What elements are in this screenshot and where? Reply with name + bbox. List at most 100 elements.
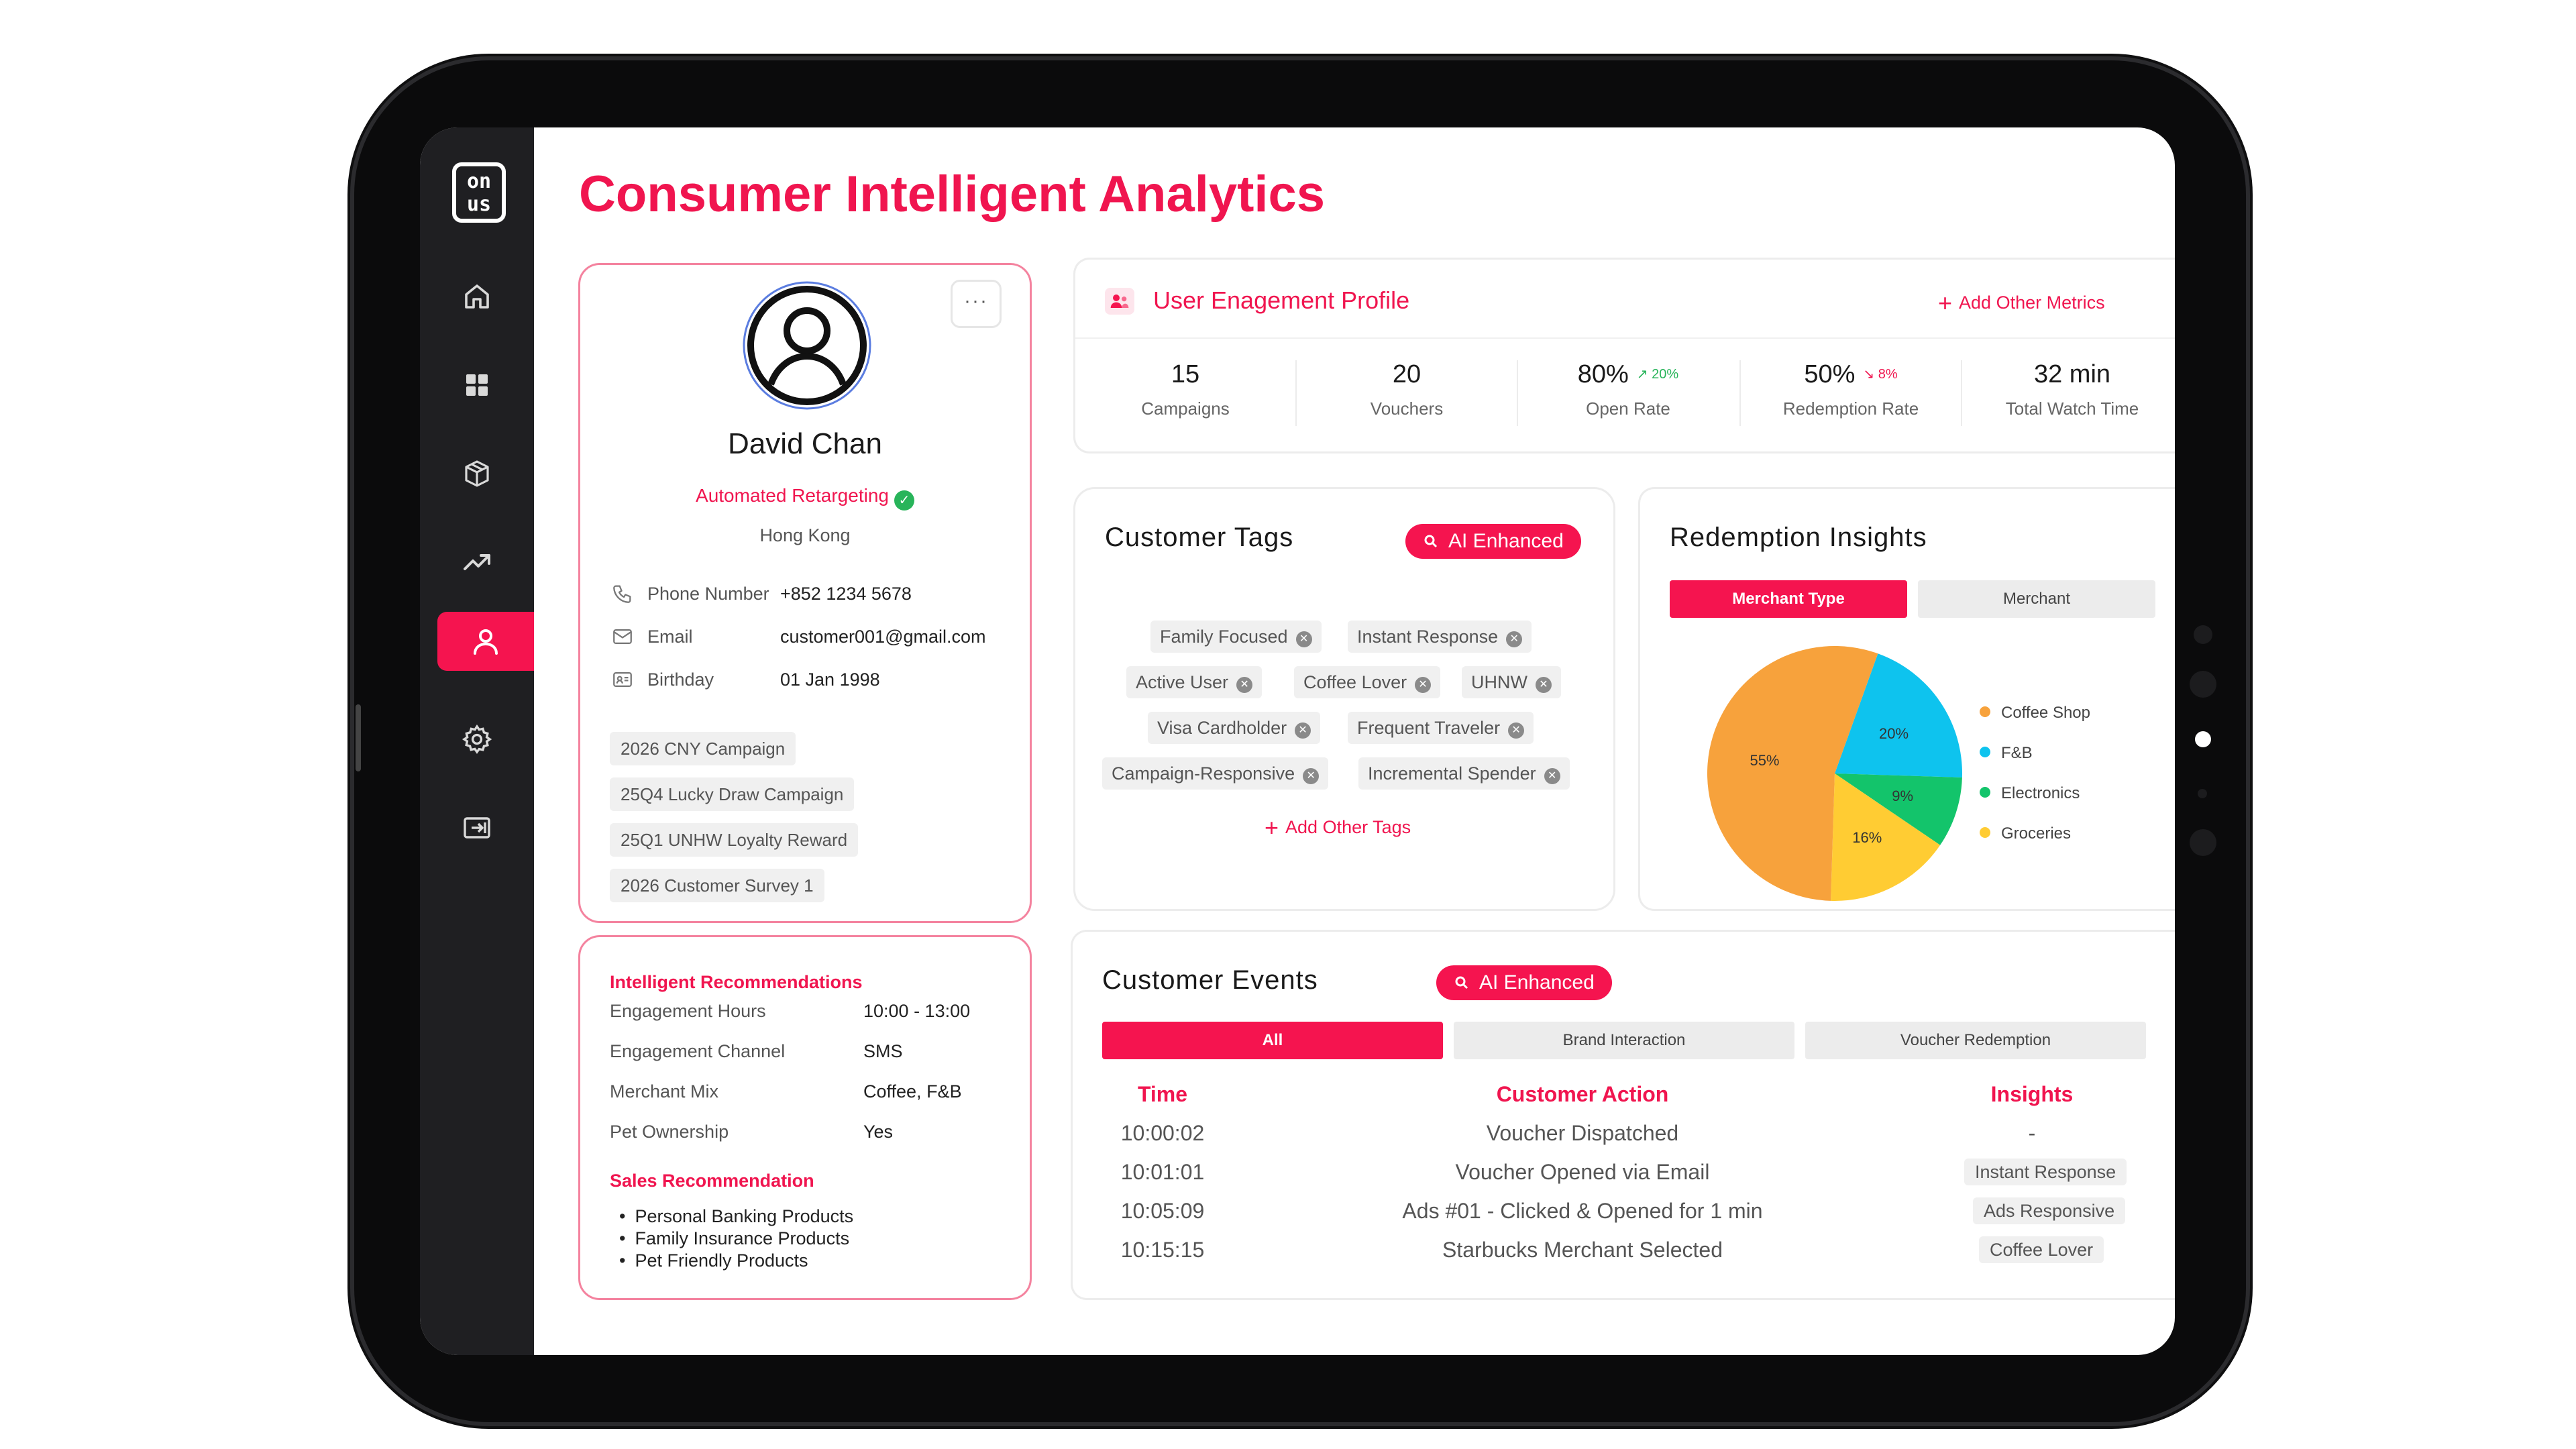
legend-swatch: [1980, 827, 1990, 838]
legend-label: F&B: [2001, 744, 2033, 762]
legend-item: Electronics: [1980, 784, 2080, 803]
event-insight: Ads Responsive: [1973, 1197, 2126, 1224]
metric-value: 80%: [1577, 360, 1629, 388]
campaign-tag[interactable]: 2026 CNY Campaign: [610, 732, 796, 765]
customer-tag[interactable]: Visa Cardholder ✕: [1148, 712, 1321, 744]
redemption-title: Redemption Insights: [1670, 523, 1927, 552]
profile-name: David Chan: [728, 427, 882, 460]
column-header-time: Time: [1137, 1082, 1188, 1106]
ai-enhanced-badge[interactable]: AI Enhanced: [1436, 965, 1612, 1000]
customer-tag[interactable]: Instant Response ✕: [1348, 621, 1532, 653]
sidebar-item-users[interactable]: [437, 612, 534, 671]
metric-campaigns: 15 Campaigns: [1075, 360, 1295, 419]
column-header-action: Customer Action: [1496, 1082, 1669, 1106]
close-icon[interactable]: ✕: [1415, 677, 1432, 693]
customer-tag[interactable]: Family Focused ✕: [1150, 621, 1322, 653]
engagement-card: User Enagement Profile + Add Other Metric…: [1073, 258, 2175, 453]
customer-tag[interactable]: Incremental Spender ✕: [1358, 757, 1570, 790]
metric-watch-time: 32 min Total Watch Time: [1962, 360, 2175, 419]
close-icon[interactable]: ✕: [1295, 722, 1311, 739]
divider: [1739, 360, 1741, 426]
legend-swatch: [1980, 706, 1990, 717]
campaign-tag[interactable]: 2026 Customer Survey 1: [610, 869, 824, 902]
ai-badge-label: AI Enhanced: [1479, 971, 1595, 994]
legend-swatch: [1980, 747, 1990, 757]
event-action: Voucher Dispatched: [1486, 1121, 1679, 1145]
pie-label: 20%: [1879, 725, 1909, 742]
tab-merchant[interactable]: Merchant: [1918, 580, 2155, 618]
close-icon[interactable]: ✕: [1508, 722, 1525, 739]
tab-brand-interaction[interactable]: Brand Interaction: [1454, 1022, 1794, 1059]
campaign-tag[interactable]: 25Q4 Lucky Draw Campaign: [610, 777, 855, 811]
redemption-pie-chart: 20% 9% 16% 55%: [1707, 646, 1962, 901]
customer-events-card: Customer Events AI Enhanced All Brand In…: [1071, 930, 2175, 1300]
campaign-tag[interactable]: 25Q1 UNHW Loyalty Reward: [610, 823, 859, 857]
divider: [1517, 360, 1518, 426]
close-icon[interactable]: ✕: [1303, 768, 1320, 784]
recommendations-card: Intelligent Recommendations Engagement H…: [578, 935, 1032, 1300]
metric-label: Total Watch Time: [2005, 398, 2139, 419]
tag-label: Visa Cardholder: [1157, 718, 1287, 738]
close-icon[interactable]: ✕: [1236, 677, 1253, 693]
customer-tag[interactable]: UHNW ✕: [1462, 666, 1561, 698]
metric-label: Redemption Rate: [1782, 398, 1919, 419]
list-item: Pet Friendly Products: [619, 1250, 853, 1272]
check-icon: ✓: [894, 490, 914, 511]
pie-slice-groceries: [1831, 773, 1941, 901]
customer-tag[interactable]: Active User ✕: [1126, 666, 1263, 698]
tag-label: Instant Response: [1357, 627, 1499, 647]
metric-label: Campaigns: [1141, 398, 1230, 419]
sidebar-item-home[interactable]: [420, 267, 534, 326]
screen: on us Consumer Intelligent Analytics: [420, 127, 2175, 1355]
sidebar-item-analytics[interactable]: [420, 533, 534, 592]
phone-row: Phone Number +852 1234 5678: [611, 580, 912, 607]
birthday-value: 01 Jan 1998: [780, 669, 880, 690]
pie-label: 55%: [1750, 752, 1779, 769]
arrow-up-right-icon: ↗: [1636, 367, 1652, 382]
profile-city: Hong Kong: [759, 525, 851, 545]
arrow-down-right-icon: ↘: [1863, 367, 1878, 382]
metric-value: 32 min: [2033, 360, 2111, 388]
close-icon[interactable]: ✕: [1506, 631, 1523, 647]
add-tags-link[interactable]: + Add Other Tags: [1265, 814, 1411, 842]
metric-value: 50%: [1804, 360, 1856, 388]
app-logo[interactable]: on us: [452, 162, 506, 223]
ai-enhanced-badge[interactable]: AI Enhanced: [1405, 524, 1581, 559]
metric-label: Vouchers: [1370, 398, 1444, 419]
engagement-title: User Enagement Profile: [1153, 286, 1410, 314]
recommendation-value: Coffee, F&B: [863, 1081, 962, 1102]
sidebar-item-dashboard[interactable]: [420, 356, 534, 415]
event-time: 10:01:01: [1120, 1160, 1205, 1184]
legend-item: Coffee Shop: [1980, 704, 2090, 722]
legend-item: F&B: [1980, 744, 2033, 763]
tab-merchant-type[interactable]: Merchant Type: [1670, 580, 1907, 618]
tab-voucher-redemption[interactable]: Voucher Redemption: [1805, 1022, 2146, 1059]
divider: [1295, 360, 1297, 426]
metric-label: Open Rate: [1586, 398, 1670, 419]
event-insight: Instant Response: [1964, 1159, 2127, 1185]
avatar: [740, 278, 874, 413]
legend-item: Groceries: [1980, 824, 2071, 843]
close-icon[interactable]: ✕: [1544, 768, 1560, 784]
user-icon: [474, 629, 498, 655]
birthday-label: Birthday: [647, 669, 714, 690]
add-metrics-link[interactable]: + Add Other Metrics: [1938, 289, 2105, 317]
event-time: 10:15:15: [1120, 1238, 1205, 1262]
sidebar-item-products[interactable]: [420, 444, 534, 503]
divider: [1075, 337, 2175, 339]
customer-events-title: Customer Events: [1102, 965, 1318, 995]
more-options-button[interactable]: ···: [951, 280, 1002, 328]
close-icon[interactable]: ✕: [1295, 631, 1312, 647]
tablet-side-button: [356, 704, 361, 771]
add-metrics-label: Add Other Metrics: [1959, 292, 2105, 313]
customer-tag[interactable]: Coffee Lover ✕: [1294, 666, 1441, 698]
plus-icon: +: [1265, 814, 1279, 841]
recommendation-value: SMS: [863, 1041, 903, 1061]
sidebar-item-logout[interactable]: [420, 798, 534, 857]
sidebar-item-settings[interactable]: [420, 710, 534, 769]
tab-all[interactable]: All: [1102, 1022, 1443, 1059]
close-icon[interactable]: ✕: [1535, 677, 1552, 693]
metric-delta-value: 8%: [1878, 367, 1898, 382]
customer-tag[interactable]: Frequent Traveler ✕: [1348, 712, 1534, 744]
customer-tag[interactable]: Campaign-Responsive ✕: [1102, 757, 1329, 790]
